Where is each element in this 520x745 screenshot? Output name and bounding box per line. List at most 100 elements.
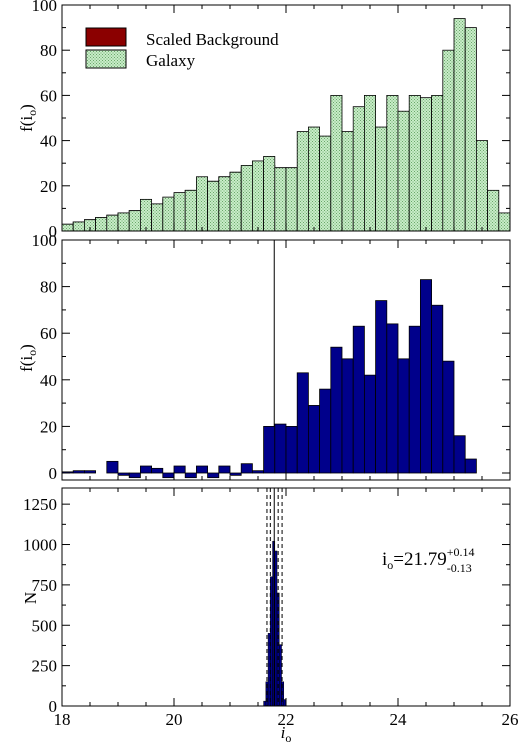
y-tick-label: 250 bbox=[32, 657, 58, 676]
galaxy-bar bbox=[72, 221, 85, 232]
tip-annotation: io=21.79+0.14 -0.13 bbox=[382, 545, 475, 575]
y-tick-label: 500 bbox=[32, 616, 58, 635]
galaxy-bar bbox=[307, 126, 320, 232]
difference-bar bbox=[341, 358, 354, 474]
galaxy-bar bbox=[341, 131, 354, 232]
galaxy-bar bbox=[173, 192, 186, 232]
y-tick-label: 0 bbox=[49, 697, 58, 716]
tip-bar bbox=[274, 550, 278, 707]
galaxy-bar bbox=[218, 176, 231, 232]
x-axis-label: io bbox=[281, 723, 292, 745]
difference-bar bbox=[363, 374, 376, 474]
galaxy-bar bbox=[251, 160, 264, 232]
legend: Scaled Background Galaxy bbox=[85, 27, 279, 70]
galaxy-bar bbox=[229, 171, 242, 232]
galaxy-bar bbox=[285, 167, 298, 232]
difference-bar bbox=[330, 346, 343, 474]
y-tick-label: 80 bbox=[40, 278, 57, 297]
galaxy-bar bbox=[162, 196, 175, 232]
difference-bar bbox=[431, 304, 444, 474]
difference-bar bbox=[240, 463, 253, 474]
panel-bottom: 0 250 500 750 1000 1250 18 20 22 24 26 N io=21.79+… bbox=[21, 487, 519, 745]
difference-bar bbox=[307, 405, 320, 474]
y-tick-label: 1250 bbox=[23, 495, 57, 514]
galaxy-bar bbox=[408, 95, 421, 232]
galaxy-bar bbox=[442, 49, 455, 232]
y-tick-label: 0 bbox=[49, 464, 58, 483]
difference-bar bbox=[442, 360, 455, 474]
x-tick-label: 24 bbox=[390, 710, 408, 729]
galaxy-bar bbox=[397, 110, 410, 232]
difference-bars bbox=[61, 279, 477, 479]
x-tick-label: 18 bbox=[54, 710, 71, 729]
difference-bar bbox=[352, 325, 365, 474]
galaxy-bar bbox=[207, 180, 220, 232]
difference-bar bbox=[218, 465, 231, 474]
difference-bar bbox=[251, 470, 264, 474]
galaxy-bar bbox=[151, 203, 164, 232]
galaxy-bar bbox=[431, 95, 444, 232]
difference-bar bbox=[229, 472, 242, 476]
galaxy-bar bbox=[117, 212, 130, 232]
y-tick-label: 100 bbox=[32, 231, 58, 250]
galaxy-bar bbox=[419, 97, 432, 232]
legend-swatch-background bbox=[85, 27, 127, 47]
galaxy-bar bbox=[475, 140, 488, 232]
tip-bar bbox=[279, 644, 282, 707]
difference-bar bbox=[464, 458, 477, 474]
difference-bar bbox=[195, 465, 208, 474]
y-tick-label: 80 bbox=[40, 41, 57, 60]
panel-top-ylabel: f(io) bbox=[17, 104, 39, 132]
y-tick-label: 0 bbox=[49, 222, 58, 241]
difference-bar bbox=[162, 472, 175, 479]
difference-bar bbox=[84, 470, 97, 474]
galaxy-bar bbox=[274, 167, 287, 232]
panel-bottom-ticks: 0 250 500 750 1000 1250 18 20 22 24 26 bbox=[23, 488, 519, 729]
galaxy-bar bbox=[296, 131, 309, 232]
y-tick-label: 40 bbox=[40, 371, 57, 390]
legend-swatch-galaxy bbox=[85, 49, 127, 69]
difference-bar bbox=[128, 472, 141, 479]
difference-bar bbox=[151, 467, 164, 474]
difference-bar bbox=[139, 465, 152, 474]
tip-lines bbox=[266, 488, 283, 706]
difference-bar bbox=[184, 472, 197, 479]
difference-bar bbox=[397, 358, 410, 474]
panel-top-ticks: 0 20 40 60 80 100 bbox=[32, 0, 511, 241]
difference-bar bbox=[173, 465, 186, 474]
panel-top: 0 20 40 60 80 100 Scaled Background Galaxy f(… bbox=[17, 0, 511, 241]
galaxy-bars bbox=[61, 18, 511, 232]
tip-bar bbox=[263, 700, 267, 707]
galaxy-bar bbox=[263, 156, 276, 232]
difference-bar bbox=[263, 426, 276, 474]
difference-bar bbox=[117, 472, 130, 476]
difference-bar bbox=[386, 323, 399, 474]
galaxy-bar bbox=[453, 18, 466, 232]
galaxy-bar bbox=[363, 95, 376, 232]
y-tick-label: 60 bbox=[40, 324, 57, 343]
galaxy-bar bbox=[95, 217, 108, 232]
panel-middle-ticks: 0 20 40 60 80 100 bbox=[32, 231, 511, 483]
galaxy-bar bbox=[352, 106, 365, 232]
galaxy-bar bbox=[195, 176, 208, 232]
galaxy-bar bbox=[240, 165, 253, 232]
difference-bar bbox=[106, 460, 119, 474]
y-tick-label: 40 bbox=[40, 132, 57, 151]
galaxy-bar bbox=[330, 95, 343, 232]
panel-middle: 0 20 40 60 80 100 f(io) bbox=[17, 231, 511, 483]
galaxy-bar bbox=[128, 210, 141, 232]
panel-bottom-ylabel: N bbox=[21, 592, 40, 604]
galaxy-bar bbox=[139, 198, 152, 232]
galaxy-bar bbox=[464, 27, 477, 232]
panel-middle-ylabel: f(io) bbox=[17, 344, 39, 372]
difference-bar bbox=[419, 279, 432, 474]
x-tick-label: 26 bbox=[502, 710, 519, 729]
y-tick-label: 60 bbox=[40, 86, 57, 105]
difference-bar bbox=[408, 325, 421, 474]
y-tick-label: 100 bbox=[32, 0, 58, 15]
y-tick-label: 20 bbox=[40, 417, 57, 436]
x-tick-label: 20 bbox=[166, 710, 183, 729]
difference-bar bbox=[375, 300, 388, 474]
galaxy-bar bbox=[375, 126, 388, 232]
